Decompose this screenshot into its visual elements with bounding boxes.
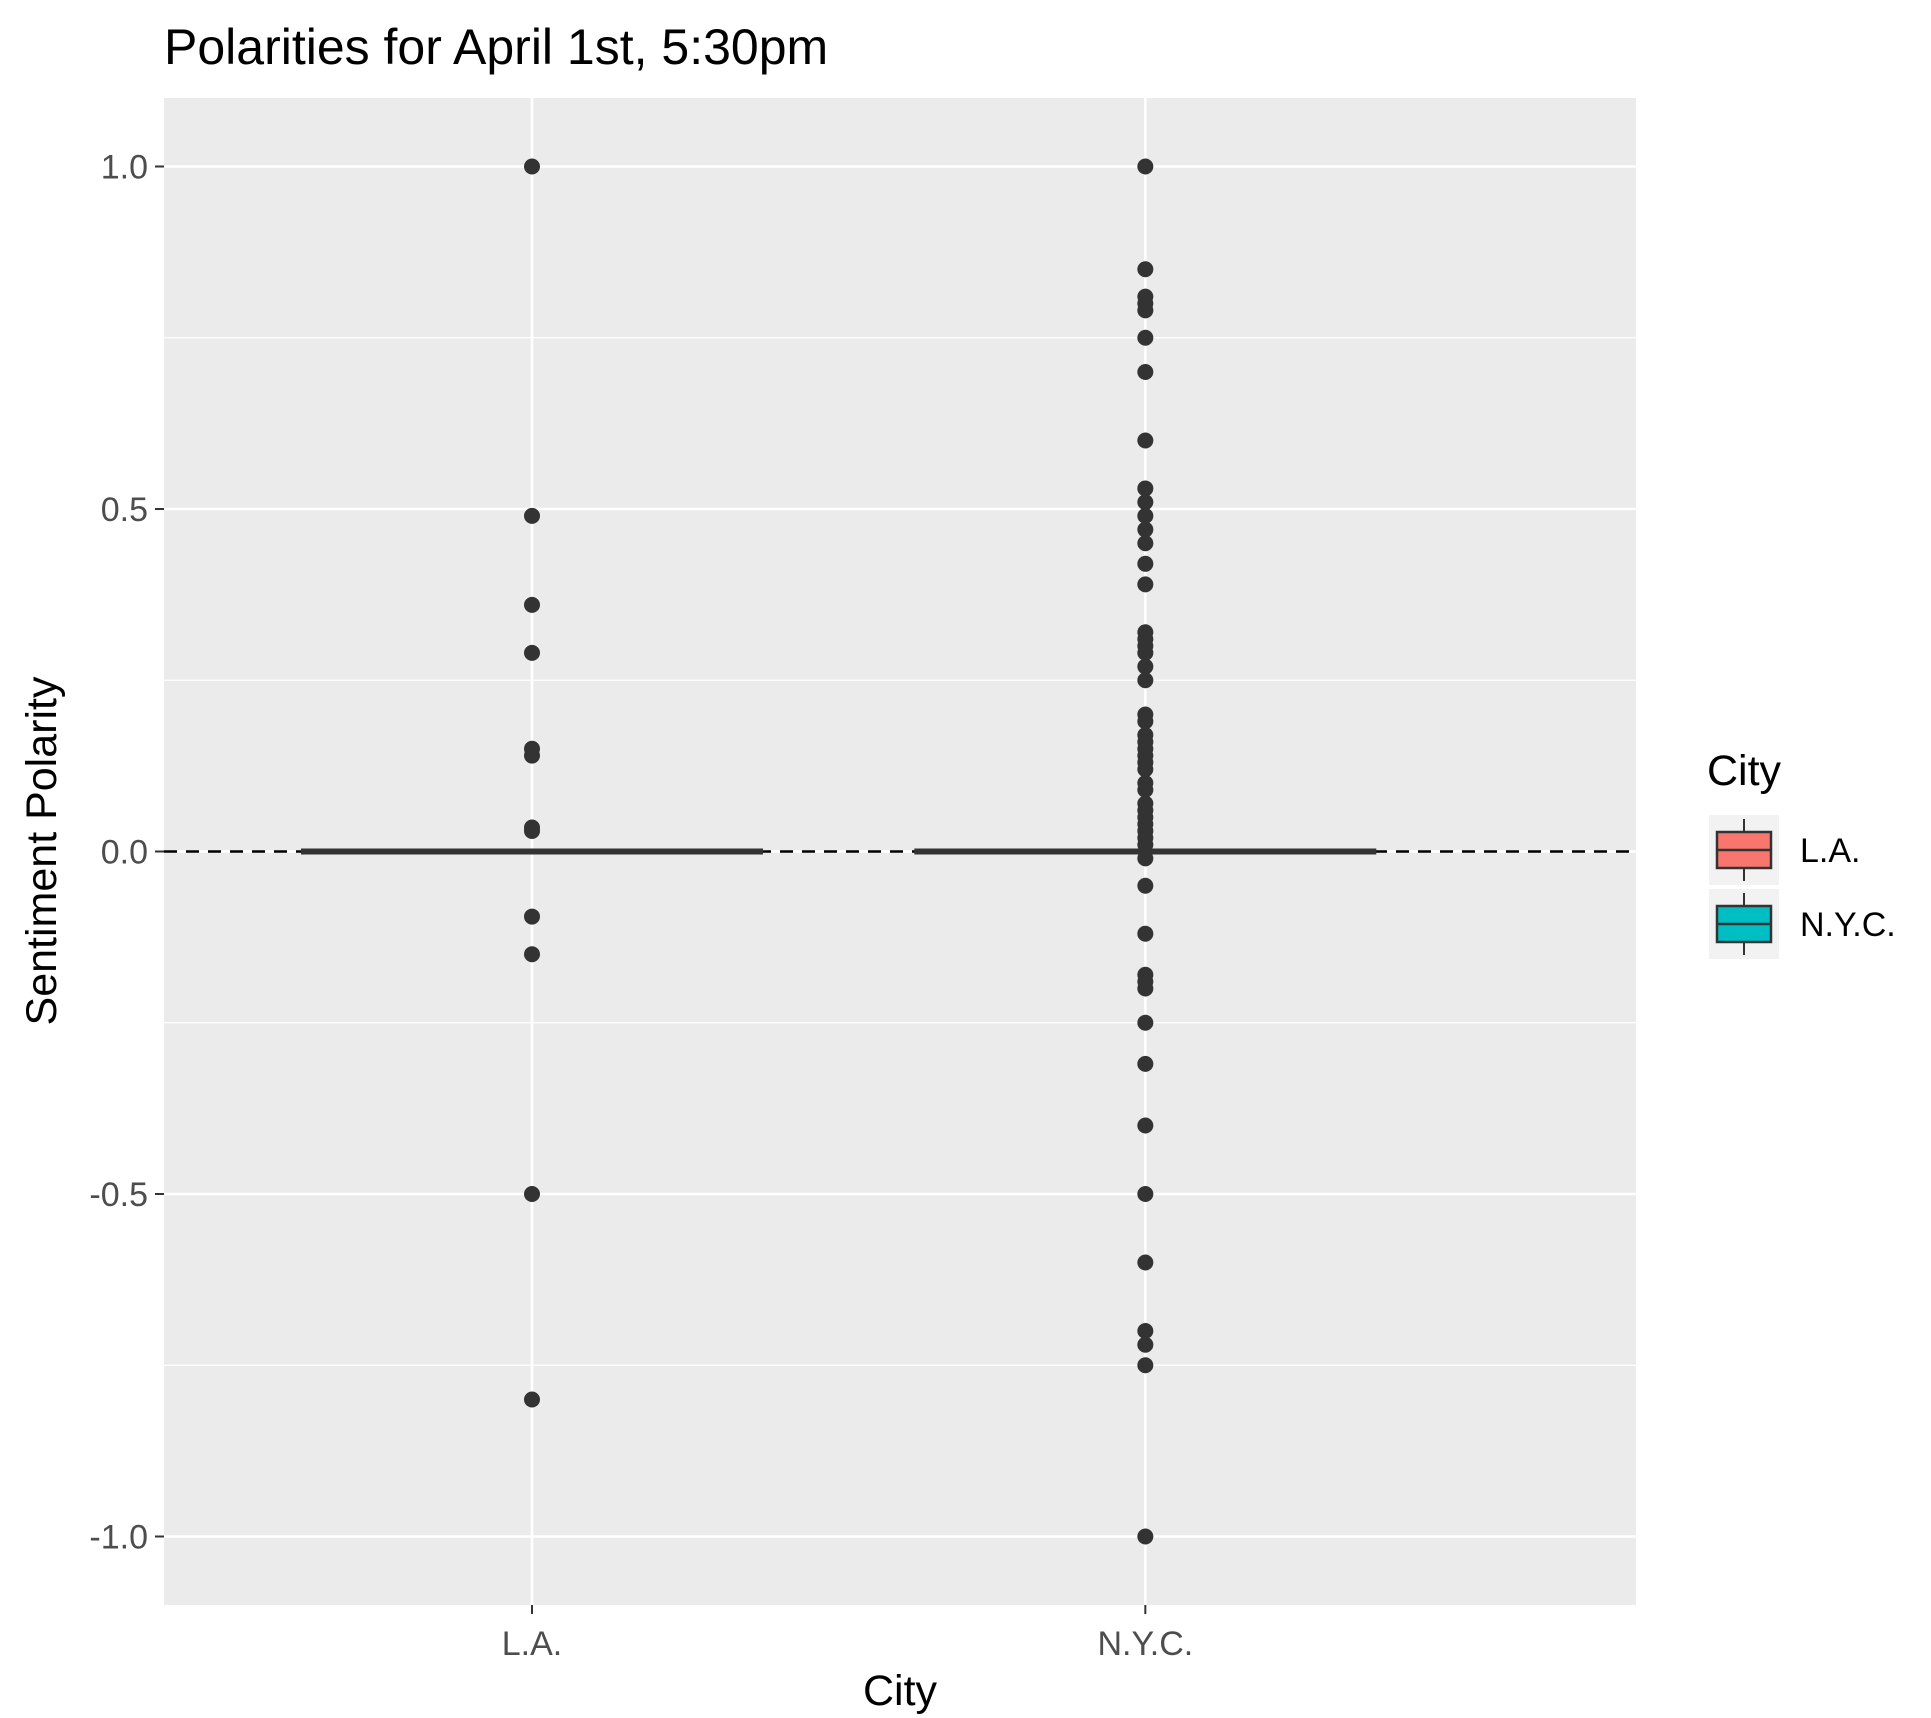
- outlier-point: [1137, 261, 1154, 278]
- outlier-point: [524, 822, 540, 839]
- chart-title: Polarities for April 1st, 5:30pm: [164, 19, 828, 75]
- outlier-point: [1137, 1323, 1154, 1339]
- outlier-point: [1137, 535, 1154, 552]
- outlier-point: [1137, 158, 1154, 175]
- x-tick-label: N.Y.C.: [1097, 1625, 1193, 1663]
- legend-label: L.A.: [1800, 832, 1860, 870]
- outlier-point: [1137, 1186, 1154, 1202]
- outlier-point: [1137, 925, 1154, 942]
- outlier-point: [1137, 1357, 1154, 1374]
- outlier-point: [524, 596, 540, 613]
- legend-label: N.Y.C.: [1800, 906, 1896, 944]
- y-tick-label: 0.0: [101, 834, 148, 872]
- outlier-point: [1137, 1528, 1154, 1545]
- outlier-point: [524, 747, 540, 764]
- y-tick-label: 0.5: [101, 491, 148, 529]
- x-axis-title: City: [863, 1667, 938, 1715]
- outlier-point: [1137, 713, 1154, 730]
- outlier-point: [1137, 480, 1154, 497]
- y-axis-title: Sentiment Polarity: [18, 676, 66, 1025]
- outlier-point: [1137, 364, 1154, 380]
- x-tick-label: L.A.: [502, 1625, 562, 1663]
- outlier-point: [1137, 836, 1154, 853]
- outlier-point: [524, 946, 540, 963]
- outlier-point: [1137, 658, 1154, 675]
- outlier-point: [1137, 1055, 1154, 1072]
- outlier-point: [1137, 432, 1154, 449]
- axes-group: 1.0 0.5 0.0 -0.5 -1.0 L.A. N.Y.C.: [89, 149, 1193, 1664]
- outlier-point: [1137, 1336, 1154, 1353]
- outlier-point: [1137, 1254, 1154, 1271]
- outlier-point: [1137, 1014, 1154, 1031]
- outlier-point: [1137, 302, 1154, 319]
- outlier-point: [1137, 850, 1154, 867]
- outlier-point: [1137, 521, 1154, 538]
- outlier-point: [1137, 761, 1154, 778]
- outlier-point: [1137, 329, 1154, 346]
- outlier-point: [1137, 494, 1154, 511]
- outlier-point: [524, 507, 540, 524]
- outlier-point: [1137, 877, 1154, 894]
- outlier-point: [524, 644, 540, 661]
- outlier-point: [1137, 781, 1154, 798]
- y-tick-label: -0.5: [89, 1176, 148, 1214]
- outlier-point: [1137, 507, 1154, 524]
- outlier-point: [1137, 1117, 1154, 1134]
- legend-title: City: [1707, 747, 1782, 795]
- outlier-point: [524, 908, 540, 925]
- y-tick-label: -1.0: [89, 1519, 148, 1557]
- y-tick-label: 1.0: [101, 149, 148, 187]
- outlier-points-group: [524, 158, 1154, 1545]
- outlier-point: [524, 158, 540, 175]
- outlier-point: [1137, 576, 1154, 593]
- outlier-point: [524, 1186, 540, 1202]
- outlier-point: [1137, 672, 1154, 689]
- outlier-point: [1137, 555, 1154, 572]
- outlier-point: [524, 1391, 540, 1408]
- outlier-point: [1137, 644, 1154, 661]
- legend: City L.A. N.Y.C.: [1707, 747, 1896, 959]
- outlier-point: [1137, 980, 1154, 997]
